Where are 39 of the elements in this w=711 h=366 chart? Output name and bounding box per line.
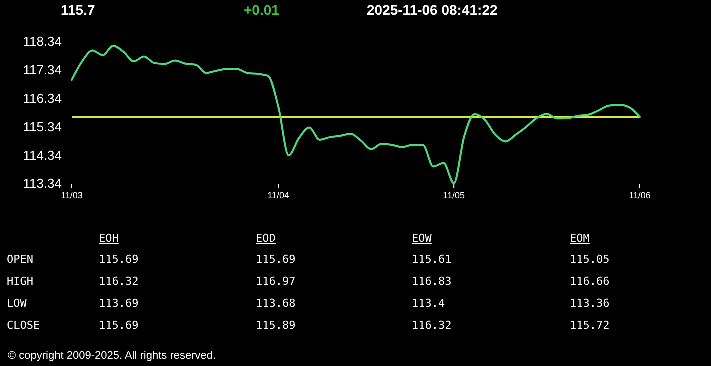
text: 2025-11-06 08:41:22 [367,2,498,18]
data-label: 113.68 [256,297,296,310]
y-tick-label: 118.34 [23,34,62,50]
data-label: 113.36 [570,297,610,310]
x-tick-label: 11/03 [61,190,83,200]
category-label: HIGH [7,275,34,288]
data-label: 116.97 [256,275,296,288]
category-label: LOW [7,297,28,310]
x-tick-label: 11/04 [268,190,290,200]
data-label: 115.61 [412,253,452,266]
x-tick-label: 11/06 [629,190,651,200]
data-label: 115.05 [570,253,610,266]
data-label: 113.69 [99,297,139,310]
data-label: 116.32 [99,275,139,288]
category-label: OPEN [7,253,34,266]
data-label: 115.69 [99,319,139,332]
data-label: 115.89 [256,319,296,332]
x-tick-label: 11/05 [443,190,466,200]
data-label: 116.83 [412,275,452,288]
y-tick-label: 113.34 [23,176,62,192]
data-label: 115.69 [256,253,296,266]
y-tick-label: 114.34 [23,148,62,163]
y-tick-label: 115.34 [23,119,62,134]
data-label: 116.66 [570,275,610,288]
text: © copyright 2009-2025. All rights reserved. [8,350,216,362]
data-label: 113.4 [412,297,446,310]
data-label: 115.72 [570,319,610,332]
text: +0.01 [244,2,280,18]
data-label: 116.32 [412,319,452,332]
text: EOM [570,232,590,245]
data-label: 115.69 [99,253,139,266]
text: EOH [99,232,119,245]
text: 115.7 [61,2,96,18]
text: EOD [256,232,276,245]
y-tick-label: 116.34 [23,90,62,106]
line-series [71,44,641,184]
text: EOW [412,232,432,245]
category-label: CLOSE [7,319,40,332]
y-tick-label: 117.34 [23,62,62,78]
